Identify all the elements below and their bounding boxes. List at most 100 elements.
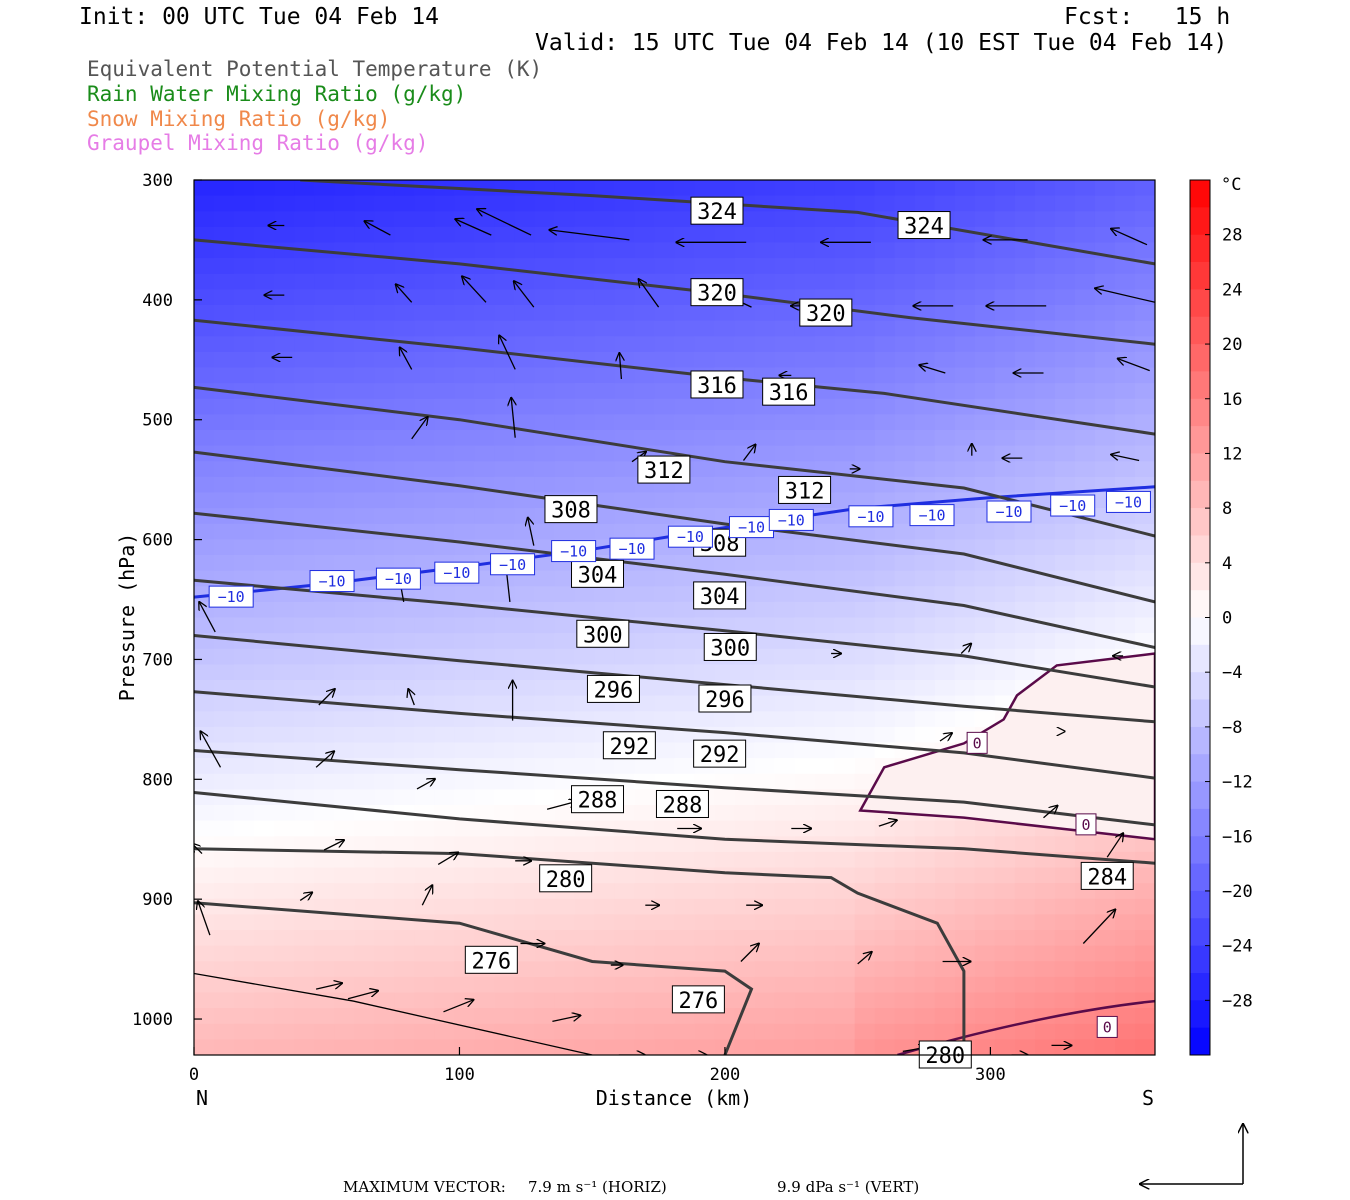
theta-e-label-316: 316	[762, 377, 816, 406]
temperature-cell	[874, 945, 896, 962]
temperature-cell	[534, 1039, 555, 1055]
temperature-cell	[894, 617, 916, 634]
temperature-cell	[954, 351, 976, 369]
temperature-cell	[374, 320, 395, 337]
temperature-cell	[1054, 586, 1076, 603]
temperature-cell	[214, 398, 235, 415]
temperature-cell	[474, 273, 495, 290]
temperature-cell	[494, 226, 515, 244]
temperature-cell	[754, 305, 776, 322]
temperature-cell	[354, 445, 375, 462]
temperature-cell	[854, 445, 876, 462]
temperature-cell	[674, 570, 696, 587]
temperature-cell	[194, 726, 215, 744]
temperature-cell	[814, 961, 836, 978]
temperature-cell	[514, 414, 535, 431]
temperature-cell	[334, 258, 355, 275]
temperature-cell	[254, 539, 275, 556]
temperature-cell	[454, 367, 475, 384]
temperature-cell	[874, 1008, 896, 1025]
temperature-cell	[974, 883, 996, 900]
temperature-cell	[974, 711, 996, 728]
temperature-cell	[394, 664, 415, 681]
temperature-cell	[494, 195, 515, 212]
temperature-cell	[294, 445, 315, 462]
temperature-cell	[894, 914, 916, 931]
theta-e-contour-304	[194, 511, 1155, 649]
theta-e-label-280: 280	[539, 864, 593, 893]
isotherm-minus10-label: −10	[728, 516, 774, 539]
temperature-cell	[534, 336, 555, 353]
temperature-cell	[674, 945, 696, 962]
temperature-cell	[474, 664, 495, 681]
max-vector-vert: 9.9 dPa s⁻¹ (VERT)	[777, 1178, 920, 1196]
temperature-cell	[774, 930, 796, 947]
temperature-cell	[834, 805, 856, 822]
temperature-cell	[334, 820, 355, 837]
temperature-cell	[194, 289, 215, 306]
temperature-cell	[734, 320, 756, 337]
temperature-cell	[374, 883, 395, 900]
temperature-cell	[654, 1008, 676, 1025]
temperature-cell	[874, 930, 896, 947]
colorbar-swatch	[1190, 973, 1210, 1001]
temperature-cell	[534, 758, 555, 775]
temperature-cell	[494, 789, 515, 806]
temperature-cell	[794, 1008, 816, 1025]
temperature-cell	[874, 633, 896, 650]
theta-e-label-324: 324	[690, 196, 744, 225]
temperature-cell	[674, 680, 696, 697]
temperature-cell	[954, 508, 976, 525]
temperature-cell	[214, 1039, 235, 1055]
temperature-cell	[974, 664, 996, 681]
temperature-cell	[554, 211, 575, 228]
temperature-cell	[414, 351, 435, 369]
temperature-cell	[754, 1008, 776, 1025]
temperature-cell	[314, 711, 335, 728]
temperature-cell	[554, 445, 575, 462]
temperature-cell	[494, 211, 515, 228]
temperature-cell	[854, 758, 876, 775]
temperature-cell	[414, 195, 435, 212]
temperature-cell	[1074, 898, 1096, 915]
temperature-cell	[434, 836, 455, 853]
temperature-cell	[994, 617, 1016, 634]
temperature-cell	[954, 242, 976, 259]
temperature-cell	[1115, 242, 1136, 259]
theta-e-label-288: 288	[655, 789, 709, 818]
temperature-cell	[954, 305, 976, 322]
temperature-cell	[714, 820, 736, 837]
temperature-cell	[834, 945, 856, 962]
temperature-cell	[914, 851, 936, 869]
temperature-cell	[814, 586, 836, 603]
temperature-cell	[434, 351, 455, 369]
temperature-cell	[414, 680, 435, 697]
temperature-cell	[754, 351, 776, 369]
temperature-cell	[314, 180, 335, 197]
temperature-cell	[294, 711, 315, 728]
temperature-cell	[994, 476, 1016, 494]
temperature-cell	[894, 445, 916, 462]
temperature-cell	[474, 242, 495, 259]
temperature-cell	[314, 476, 335, 494]
temperature-cell	[354, 851, 375, 869]
theta-e-label-292: 292	[693, 739, 747, 768]
temperature-cell	[454, 492, 475, 509]
temperature-cell	[494, 492, 515, 509]
temperature-cell	[394, 976, 415, 994]
temperature-cell	[794, 930, 816, 947]
temperature-cell	[474, 445, 495, 462]
temperature-cell	[854, 851, 876, 869]
temperature-cell	[874, 461, 896, 478]
temperature-cell	[894, 961, 916, 978]
temperature-cell	[734, 914, 756, 931]
temperature-cell	[294, 976, 315, 994]
temperature-cell	[534, 726, 555, 744]
temperature-cell	[574, 320, 595, 337]
temperature-cell	[474, 586, 495, 603]
temperature-cell	[1135, 195, 1155, 212]
temperature-cell	[1135, 883, 1155, 900]
temperature-cell	[534, 773, 555, 790]
temperature-cell	[674, 273, 696, 290]
